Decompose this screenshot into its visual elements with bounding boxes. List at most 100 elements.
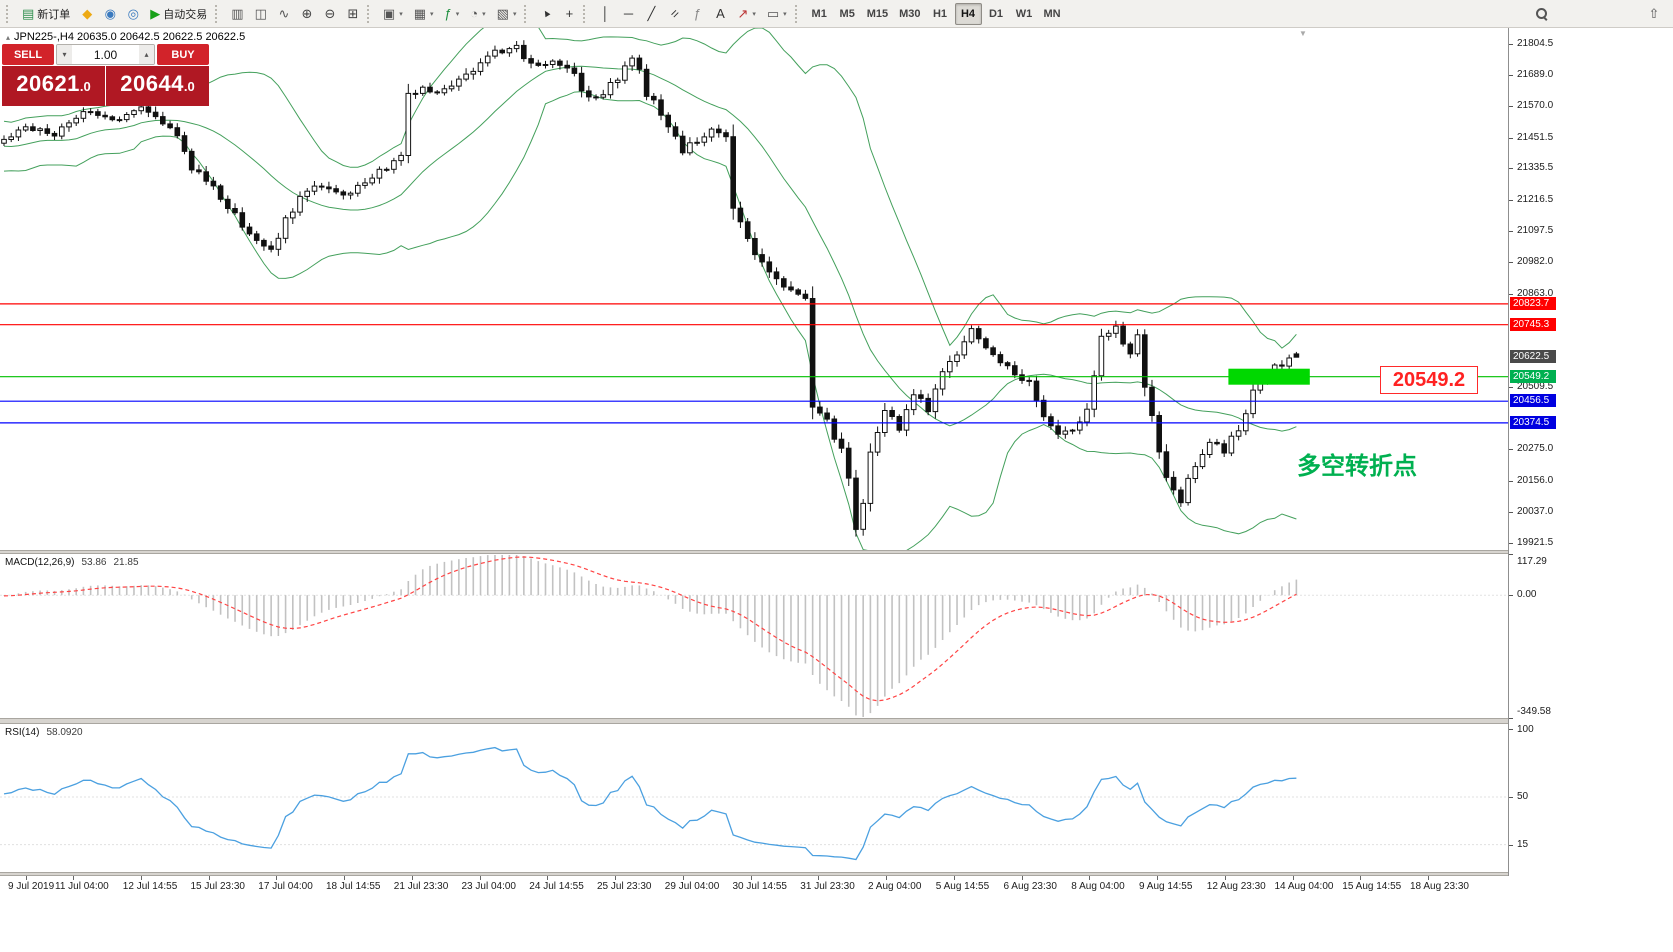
rsi-header: RSI(14) 58.0920 [5, 727, 83, 738]
time-axis-label: 15 Aug 14:55 [1342, 881, 1402, 892]
candle-body [1199, 454, 1206, 468]
toolbar-grip[interactable] [366, 4, 373, 23]
price-axis-label: 21570.0 [1517, 100, 1554, 112]
price-callout-label[interactable]: 20549.2 [1380, 366, 1478, 394]
time-axis-label: 21 Jul 23:30 [393, 881, 449, 892]
rsi-axis-label: 100 [1517, 724, 1534, 735]
toolbar-grip[interactable] [524, 4, 530, 23]
chart-profiles-button[interactable]: ▦ ▾ [409, 3, 439, 25]
candle-body [701, 136, 708, 143]
sell-button[interactable]: SELL [2, 44, 54, 65]
bar-chart-button[interactable]: ▥ [226, 3, 248, 25]
panel-divider[interactable] [0, 718, 1673, 724]
toolbar-grip[interactable] [583, 4, 589, 23]
candle-body [528, 58, 534, 64]
volume-down-button[interactable]: ▾ [57, 45, 72, 64]
cursor-icon: ▲ [539, 5, 554, 21]
rsi-axis-tick [1509, 729, 1513, 730]
vertical-line-button[interactable]: │ [594, 3, 616, 25]
timeframe-mn-button[interactable]: MN [1043, 7, 1061, 20]
timeframe-h1-button[interactable]: H1 [932, 7, 948, 20]
price-tag-20374.5[interactable]: 20374.5 [1510, 415, 1556, 429]
volume-input[interactable]: 1.00 [93, 47, 118, 62]
cursor-button[interactable]: ▲ [535, 3, 557, 25]
candle-body [672, 126, 679, 137]
horizontal-line-button[interactable]: ─ [617, 3, 639, 25]
time-axis[interactable]: 9 Jul 2019 11 Jul 04:00 12 Jul 14:55 15 Jul… [0, 876, 1508, 898]
toolbar-expand-button[interactable]: ⇧ [1643, 3, 1665, 25]
price-tag-20823.7[interactable]: 20823.7 [1510, 296, 1556, 310]
volume-up-button[interactable]: ▴ [139, 45, 154, 64]
candle-body [145, 106, 152, 113]
panel-divider[interactable] [0, 550, 1673, 554]
shapes-button[interactable]: ▭ ▾ [762, 3, 792, 25]
highlight-zone[interactable] [1228, 368, 1310, 385]
zoom-in-button[interactable]: ⊕ [296, 3, 318, 25]
buy-price[interactable]: 20644.0 [106, 66, 209, 106]
candle-body [535, 62, 542, 66]
tile-windows-button[interactable]: ⊞ [342, 3, 364, 25]
trendline-button[interactable]: ╱ [640, 3, 662, 25]
fibonacci-button[interactable]: ƒ [686, 3, 708, 25]
search-button[interactable] [1530, 3, 1553, 25]
timeframe-m30-button[interactable]: M30 [899, 7, 921, 20]
timeframe-m5-button[interactable]: M5 [839, 7, 855, 20]
line-chart-button[interactable]: ∿ [273, 3, 295, 25]
timeframe-w1-button[interactable]: W1 [1015, 7, 1033, 20]
zoom-out-button[interactable]: ⊖ [319, 3, 341, 25]
time-tick [615, 876, 616, 880]
new-chart-button[interactable]: ▣ ▾ [378, 3, 408, 25]
collapse-icon[interactable]: ▴ [6, 32, 11, 42]
price-tag-20456.5[interactable]: 20456.5 [1510, 394, 1556, 408]
price-tag-20745.3[interactable]: 20745.3 [1510, 317, 1556, 331]
periods-button[interactable]: ◔ ▾ [465, 3, 490, 25]
time-tick [1157, 876, 1158, 880]
chart-profiles-icon: ▦ [413, 6, 426, 21]
candle-body [651, 95, 657, 101]
turning-point-note[interactable]: 多空转折点 [1297, 453, 1417, 480]
buy-button[interactable]: BUY [157, 44, 209, 65]
price-axis-tick [1509, 449, 1513, 451]
candle-body [87, 111, 94, 114]
last-price-tag[interactable]: 20622.5 [1510, 350, 1556, 364]
rsi-panel[interactable] [0, 724, 1508, 872]
sell-price-main: 20621 [16, 71, 80, 96]
candle-body [752, 238, 758, 256]
toolbar-grip[interactable] [794, 4, 801, 23]
crosshair-button[interactable]: + [558, 3, 580, 25]
price-axis[interactable]: 21804.5 21689.0 21570.0 21451.5 21335.5 21216… [1508, 28, 1673, 876]
price-axis-tick [1509, 512, 1513, 514]
arrows-button[interactable]: ↗ ▾ [732, 3, 760, 25]
navigator-button[interactable]: ◎ [122, 3, 144, 25]
candle-body [131, 110, 137, 115]
toolbar-grip[interactable] [6, 4, 12, 23]
toolbar-grip[interactable] [215, 4, 221, 23]
text-label-button[interactable]: A [709, 3, 731, 25]
time-axis-label: 5 Aug 14:55 [935, 881, 990, 892]
panel-divider[interactable] [0, 872, 1673, 876]
candle-body [874, 432, 881, 453]
candlestick-chart-button[interactable]: ◫ [250, 3, 272, 25]
metaeditor-button[interactable]: ◆ [76, 3, 98, 25]
main-chart[interactable] [0, 28, 1508, 550]
price-tag-20549.2[interactable]: 20549.2 [1510, 369, 1556, 383]
equidistant-channel-button[interactable]: = [663, 3, 685, 25]
market-watch-button[interactable]: ◉ [99, 3, 121, 25]
indicators-button[interactable]: ƒ ▾ [440, 3, 465, 25]
timeframe-m15-button[interactable]: M15 [866, 7, 889, 20]
macd-panel[interactable] [0, 554, 1508, 718]
candle-body [420, 86, 426, 94]
autotrading-button[interactable]: ▶ 自动交易 [145, 3, 212, 25]
candle-body [232, 208, 238, 214]
timeframe-d1-button[interactable]: D1 [988, 7, 1004, 20]
chart-shift-marker-icon[interactable]: ▼ [1299, 29, 1307, 38]
templates-button[interactable]: ▧ ▾ [492, 3, 522, 25]
candle-body [347, 192, 354, 196]
timeframe-h4-button[interactable]: H4 [954, 2, 982, 25]
timeframe-m1-button[interactable]: M1 [811, 7, 827, 20]
candle-body [196, 169, 202, 173]
sell-price[interactable]: 20621.0 [2, 66, 105, 106]
time-axis-label: 25 Jul 23:30 [597, 881, 652, 892]
new-order-button[interactable]: ▤ 新订单 [17, 3, 75, 25]
candle-body [809, 298, 816, 408]
